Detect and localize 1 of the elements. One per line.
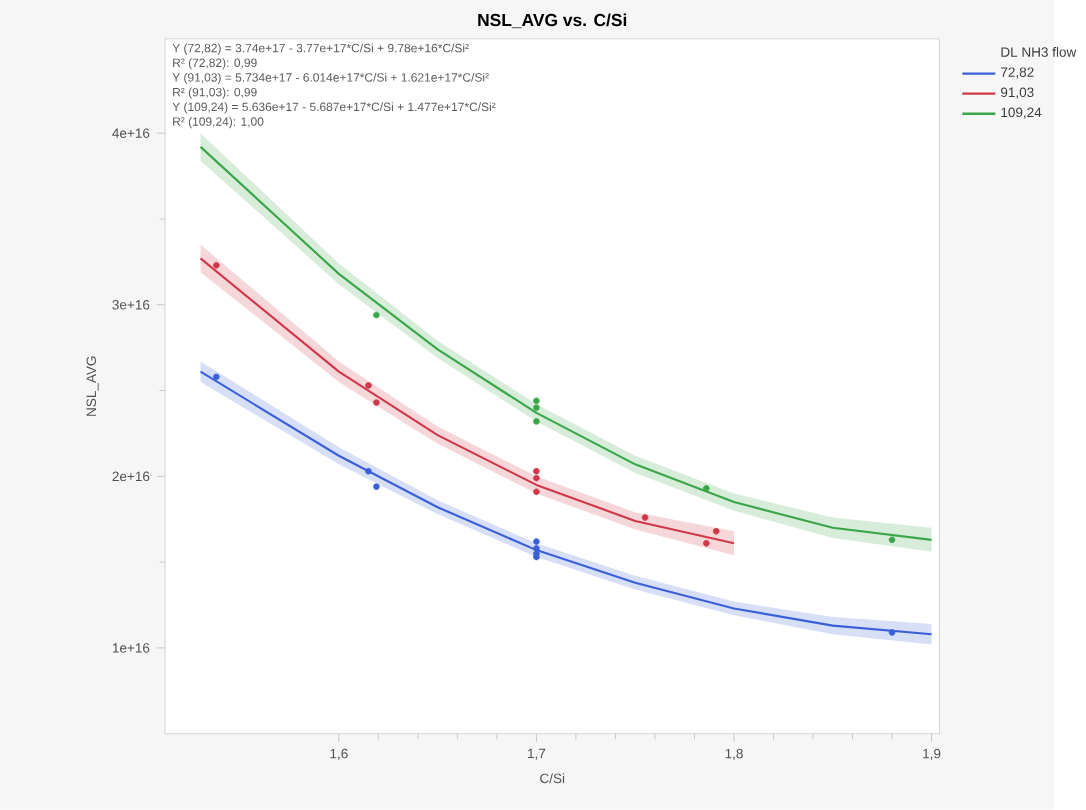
chart-title: NSL_AVG vs. C/Si (478, 13, 627, 29)
